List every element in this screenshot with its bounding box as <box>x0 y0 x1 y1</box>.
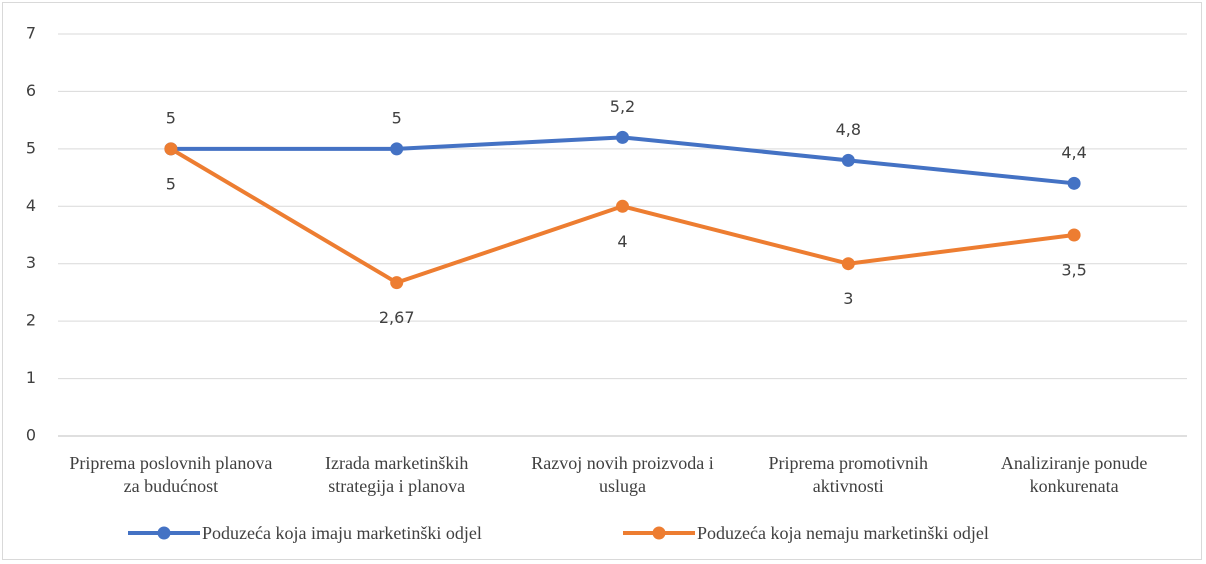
data-label: 5,2 <box>610 97 635 116</box>
legend-label: Poduzeća koja nemaju marketinški odjel <box>697 522 989 543</box>
legend-swatch <box>623 526 695 540</box>
data-label: 4,4 <box>1061 143 1086 162</box>
point <box>841 153 855 167</box>
legend-item: Poduzeća koja imaju marketinški odjel <box>128 521 482 545</box>
data-label: 3,5 <box>1061 261 1086 280</box>
x-tick-label: Priprema promotivnih aktivnosti <box>768 453 929 496</box>
legend-marker <box>652 526 666 540</box>
x-tick-label: Analiziranje ponude konkurenata <box>1000 453 1148 496</box>
data-label: 5 <box>166 108 176 127</box>
data-label: 3 <box>843 289 853 308</box>
y-tick-label: 3 <box>26 253 36 272</box>
data-label: 4,8 <box>836 120 861 139</box>
legend-label: Poduzeća koja imaju marketinški odjel <box>202 522 482 543</box>
y-tick-label: 4 <box>26 196 36 215</box>
y-tick-label: 1 <box>26 368 36 387</box>
series-line <box>170 135 1075 186</box>
y-tick-label: 7 <box>26 24 36 43</box>
data-label: 5 <box>166 174 176 193</box>
legend-swatch <box>128 526 200 540</box>
point <box>164 142 178 156</box>
point <box>616 199 629 213</box>
y-tick-label: 2 <box>26 311 36 330</box>
y-tick-label: 5 <box>26 138 36 157</box>
x-tick-label: Priprema poslovnih planova za budućnost <box>69 453 273 496</box>
y-tick-label: 6 <box>26 81 36 100</box>
y-tick-label: 0 <box>26 426 36 445</box>
data-label: 5 <box>392 108 402 127</box>
point <box>390 142 404 156</box>
data-label: 2,67 <box>379 308 415 327</box>
point <box>1067 176 1081 190</box>
legend-marker <box>157 526 171 540</box>
legend-item: Poduzeća koja nemaju marketinški odjel <box>623 521 989 545</box>
x-tick-label: Razvoj novih proizvoda i usluga <box>531 453 714 496</box>
data-label: 4 <box>617 232 627 251</box>
point <box>1067 228 1081 242</box>
point <box>390 276 404 290</box>
point <box>841 257 855 271</box>
point <box>616 130 629 144</box>
x-tick-label: Izrada marketinških strategija i planova <box>324 453 469 496</box>
